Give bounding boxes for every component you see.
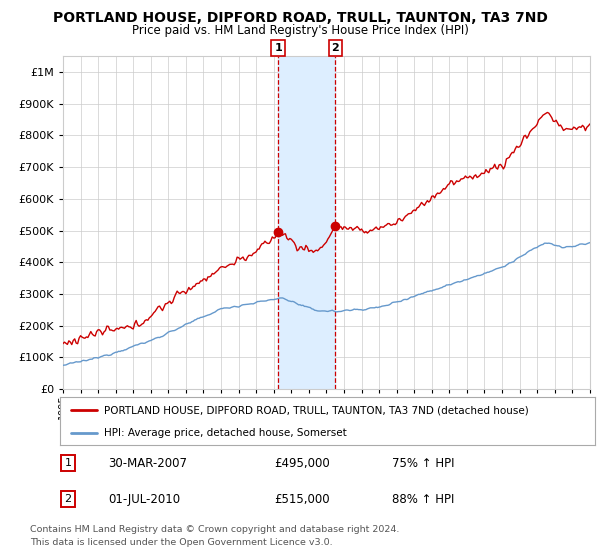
Text: 2: 2 <box>64 494 71 504</box>
Text: 1: 1 <box>65 458 71 468</box>
Text: £495,000: £495,000 <box>274 457 330 470</box>
Text: 88% ↑ HPI: 88% ↑ HPI <box>392 493 454 506</box>
Text: 01-JUL-2010: 01-JUL-2010 <box>108 493 180 506</box>
Text: 2: 2 <box>331 43 339 53</box>
Bar <box>278 56 335 389</box>
Text: 75% ↑ HPI: 75% ↑ HPI <box>392 457 454 470</box>
Text: 1: 1 <box>274 43 282 53</box>
Text: This data is licensed under the Open Government Licence v3.0.: This data is licensed under the Open Gov… <box>30 538 332 547</box>
Text: 30-MAR-2007: 30-MAR-2007 <box>108 457 187 470</box>
Text: PORTLAND HOUSE, DIPFORD ROAD, TRULL, TAUNTON, TA3 7ND: PORTLAND HOUSE, DIPFORD ROAD, TRULL, TAU… <box>53 11 547 25</box>
Text: HPI: Average price, detached house, Somerset: HPI: Average price, detached house, Some… <box>104 428 347 438</box>
Text: PORTLAND HOUSE, DIPFORD ROAD, TRULL, TAUNTON, TA3 7ND (detached house): PORTLAND HOUSE, DIPFORD ROAD, TRULL, TAU… <box>104 405 529 416</box>
Text: £515,000: £515,000 <box>274 493 329 506</box>
Text: Price paid vs. HM Land Registry's House Price Index (HPI): Price paid vs. HM Land Registry's House … <box>131 24 469 36</box>
Text: Contains HM Land Registry data © Crown copyright and database right 2024.: Contains HM Land Registry data © Crown c… <box>30 525 400 534</box>
